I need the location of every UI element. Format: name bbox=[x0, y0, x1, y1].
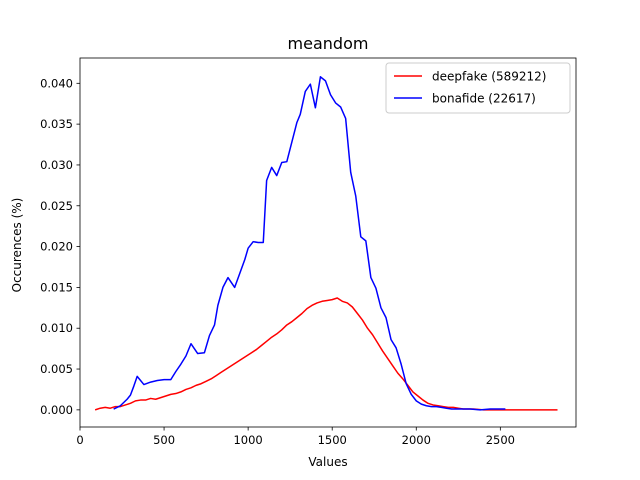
plot-area: 0 500 1000 1500 2000 2500 0.000 0.005 0.010 0.015… bbox=[40, 57, 577, 447]
y-tick-label: 0.005 bbox=[40, 362, 73, 376]
x-tick-label: 2000 bbox=[402, 433, 431, 447]
legend-label-1: bonafide (22617) bbox=[432, 92, 536, 106]
y-tick-label: 0.035 bbox=[40, 117, 73, 131]
series-line-0 bbox=[94, 297, 558, 411]
y-tick-label: 0.020 bbox=[40, 240, 73, 254]
x-tick-label: 1500 bbox=[318, 433, 347, 447]
y-tick-label: 0.025 bbox=[40, 199, 73, 213]
x-tick-label: 2500 bbox=[486, 433, 515, 447]
x-tick-label: 500 bbox=[153, 433, 175, 447]
legend: deepfake (589212) bonafide (22617) bbox=[385, 62, 571, 114]
y-tick-label: 0.030 bbox=[40, 158, 73, 172]
x-tick-label: 1000 bbox=[233, 433, 262, 447]
y-tick-label: 0.040 bbox=[40, 76, 73, 90]
y-tick-label: 0.000 bbox=[40, 403, 73, 417]
plot-frame bbox=[79, 57, 577, 428]
y-axis-label: Occurences (%) bbox=[10, 198, 24, 293]
chart-title: meandom bbox=[288, 34, 369, 53]
y-tick-label: 0.010 bbox=[40, 321, 73, 335]
x-axis-label: Values bbox=[308, 455, 347, 469]
x-tick-label: 0 bbox=[76, 433, 83, 447]
legend-box bbox=[385, 62, 571, 114]
y-tick-label: 0.015 bbox=[40, 280, 73, 294]
legend-label-0: deepfake (589212) bbox=[432, 70, 546, 84]
series-line-1 bbox=[113, 76, 506, 411]
